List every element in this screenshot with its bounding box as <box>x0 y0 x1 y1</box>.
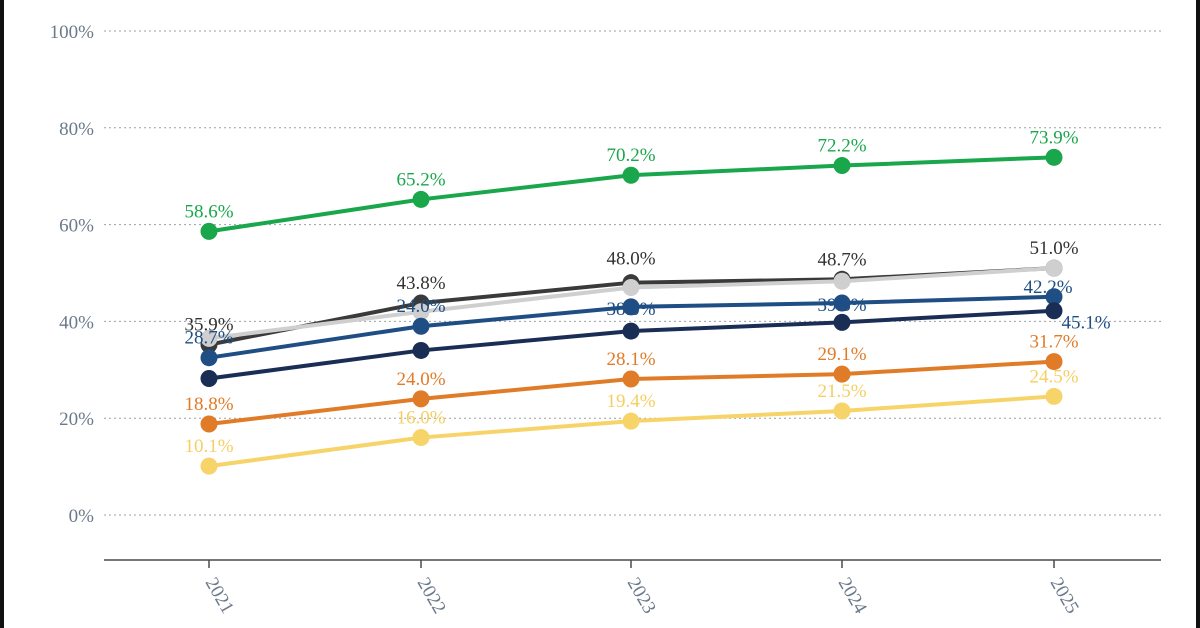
data-point <box>833 402 851 420</box>
y-tick-label: 40% <box>59 312 94 333</box>
data-label: 43.8% <box>396 273 445 294</box>
data-label: 16.0% <box>396 408 445 429</box>
x-tick-label: 2025 <box>1046 574 1083 617</box>
y-tick-label: 20% <box>59 409 94 430</box>
data-point <box>412 390 430 408</box>
data-label: 73.9% <box>1029 127 1078 148</box>
line-chart: 0%20%40%60%80%100% 2021 2022 2023 2024 2025 … <box>50 22 1161 618</box>
data-point <box>833 294 851 312</box>
data-point <box>622 298 640 316</box>
series-layer <box>200 148 1063 475</box>
y-tick-label: 0% <box>69 506 95 527</box>
data-point <box>622 370 640 388</box>
x-tick-labels: 2021 2022 2023 2024 2025 <box>201 574 1083 618</box>
data-label: 29.1% <box>817 344 866 365</box>
data-point <box>200 457 218 475</box>
data-label: 31.7% <box>1029 332 1078 353</box>
data-labels: 58.6% 65.2% 70.2% 72.2% 73.9% 35.9% 43.8% 48.0%… <box>184 127 1110 457</box>
data-label: 72.2% <box>817 136 866 157</box>
data-point <box>622 166 640 184</box>
y-tick-label: 60% <box>59 216 94 237</box>
data-label: 21.5% <box>817 381 866 402</box>
data-label: 18.8% <box>184 394 233 415</box>
data-label: 65.2% <box>396 169 445 190</box>
data-label: 39.5% <box>817 295 866 316</box>
data-label: 51.0% <box>1029 238 1078 259</box>
x-tick-label: 2024 <box>834 574 871 618</box>
x-tick-label: 2021 <box>201 574 238 617</box>
x-tick-label: 2022 <box>413 574 450 617</box>
data-label: 19.4% <box>606 391 655 412</box>
data-label: 35.9% <box>184 315 233 336</box>
data-point <box>622 322 640 340</box>
data-point <box>1045 302 1063 320</box>
data-point <box>412 317 430 335</box>
data-label: 45.1% <box>1061 313 1110 334</box>
y-tick-label: 100% <box>50 22 95 43</box>
data-label: 38.0% <box>606 299 655 320</box>
data-point <box>833 157 851 175</box>
data-point <box>412 303 430 321</box>
data-label: 28.1% <box>606 349 655 370</box>
data-point <box>200 222 218 240</box>
data-label: 42.2% <box>1023 277 1072 298</box>
data-point <box>412 341 430 359</box>
data-point <box>412 429 430 447</box>
data-label: 48.0% <box>606 249 655 270</box>
y-tick-labels: 0% 20% 40% 60% 80% 100% <box>50 22 95 527</box>
data-point <box>1045 259 1063 277</box>
grid-layer <box>104 30 1161 568</box>
data-point <box>833 365 851 383</box>
data-label: 24.5% <box>1029 366 1078 387</box>
data-label: 24.0% <box>396 296 445 317</box>
data-point <box>1045 387 1063 405</box>
data-point <box>622 279 640 297</box>
data-label: 70.2% <box>606 145 655 166</box>
x-tick-label: 2023 <box>623 574 660 617</box>
data-point <box>200 415 218 433</box>
data-label: 58.6% <box>184 201 233 222</box>
data-label: 24.0% <box>396 369 445 390</box>
data-point <box>833 313 851 331</box>
y-tick-label: 80% <box>59 119 94 140</box>
data-point <box>622 412 640 430</box>
data-label: 48.7% <box>817 249 866 270</box>
data-point <box>412 190 430 208</box>
data-label: 10.1% <box>184 436 233 457</box>
data-point <box>833 272 851 290</box>
data-point <box>1045 148 1063 166</box>
data-point <box>200 329 218 347</box>
data-point <box>1045 353 1063 371</box>
data-point <box>200 370 218 388</box>
data-point <box>200 349 218 367</box>
data-label: 28.7% <box>184 328 233 349</box>
data-point <box>1045 288 1063 306</box>
